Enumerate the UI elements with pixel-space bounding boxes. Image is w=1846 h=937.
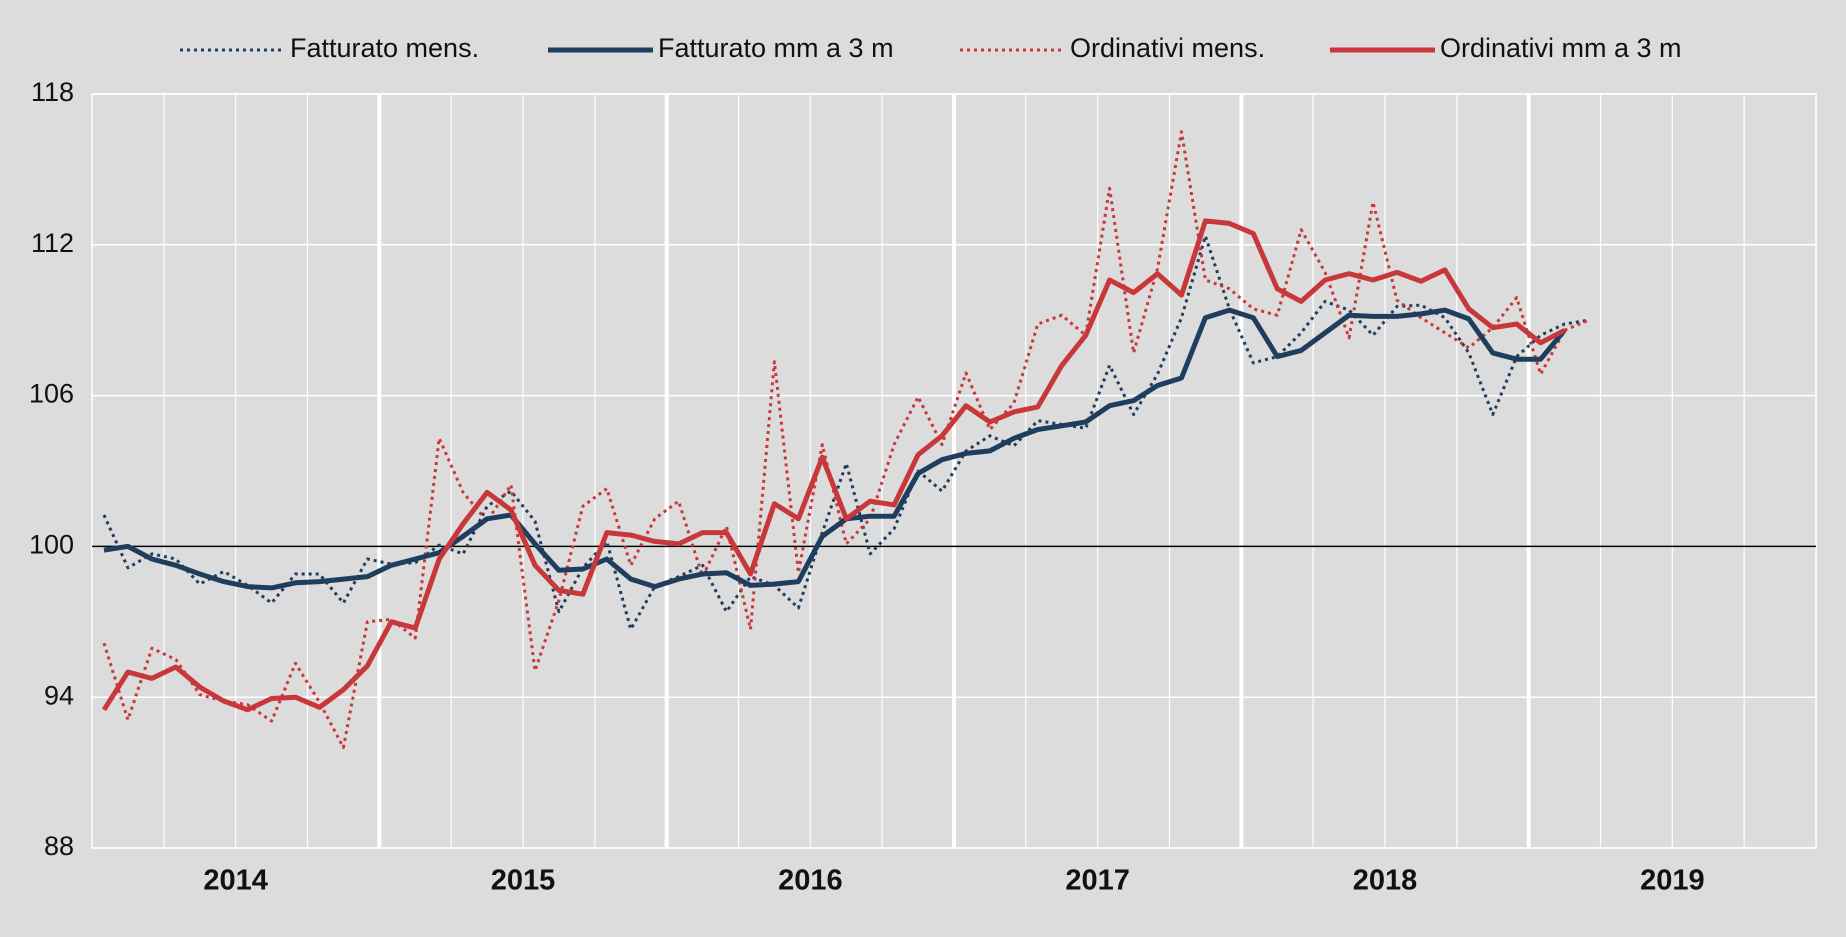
legend-label: Ordinativi mens.	[1070, 33, 1265, 63]
x-tick-label: 2019	[1640, 865, 1705, 897]
moving-average-line	[103, 307, 1567, 591]
legend-label: Fatturato mm a 3 m	[658, 33, 894, 63]
x-tick-label: 2016	[778, 865, 843, 897]
y-tick-label: 100	[29, 530, 74, 560]
x-tick-label: 2018	[1353, 865, 1418, 897]
legend-label: Ordinativi mm a 3 m	[1440, 33, 1682, 63]
y-tick-label: 118	[31, 77, 74, 107]
x-tick-label: 2015	[491, 865, 556, 897]
y-tick-label: 88	[44, 831, 74, 861]
y-tick-label: 112	[31, 228, 74, 258]
y-tick-label: 94	[44, 680, 74, 710]
moving-average-line	[101, 218, 1566, 713]
y-tick-label: 106	[29, 379, 74, 409]
x-tick-label: 2014	[203, 865, 268, 897]
legend-label: Fatturato mens.	[290, 33, 479, 63]
monthly-line	[102, 234, 1589, 631]
monthly-line	[102, 130, 1590, 749]
x-tick-label: 2017	[1065, 865, 1130, 897]
